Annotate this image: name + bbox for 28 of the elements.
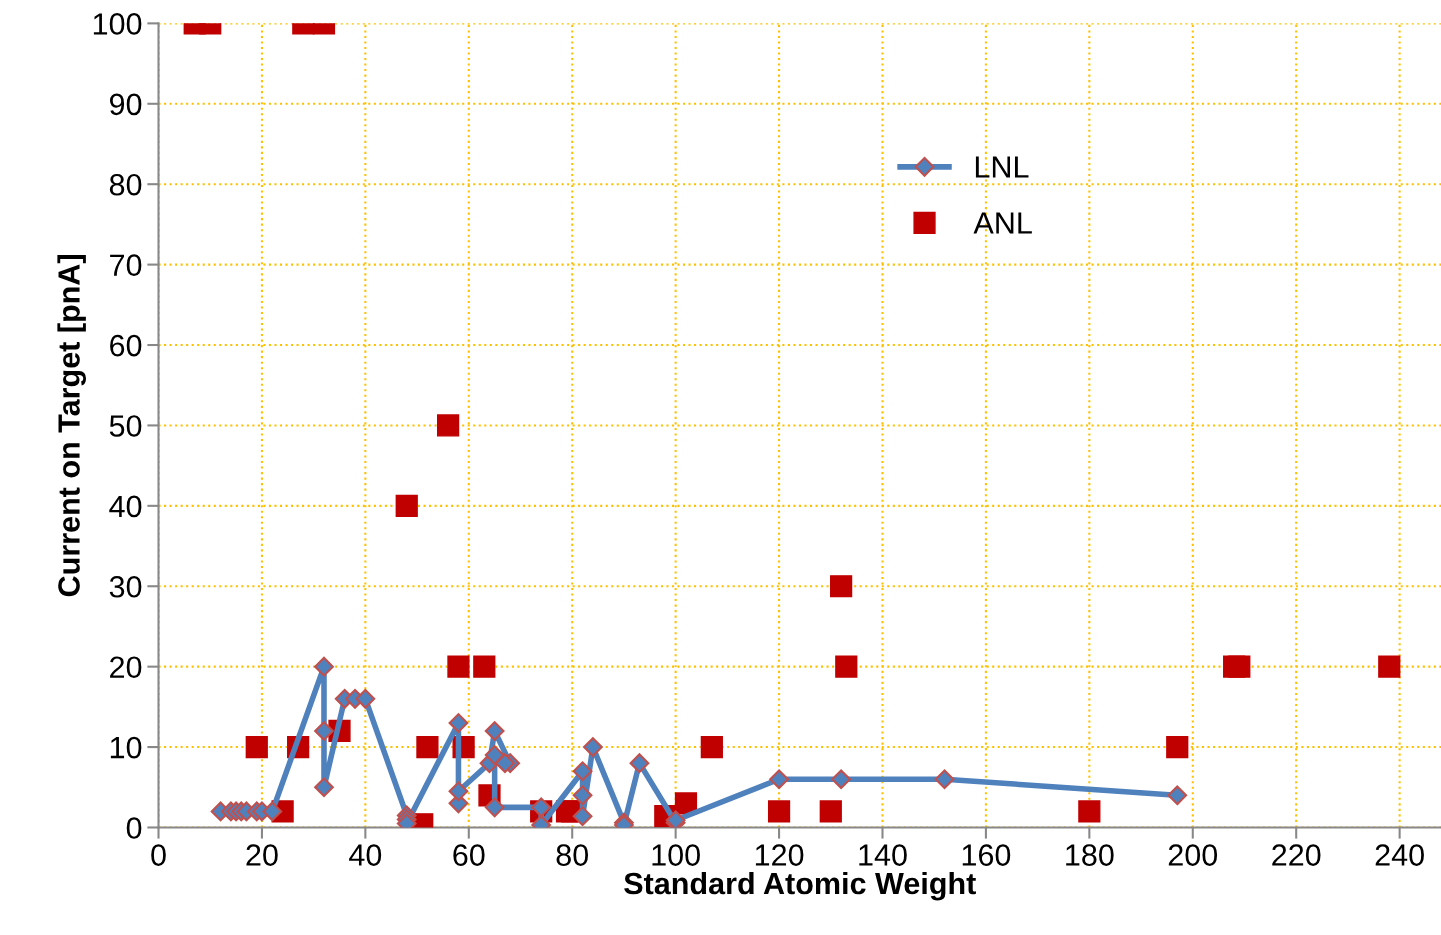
x-axis-title: Standard Atomic Weight: [624, 871, 976, 901]
y-tick-label: 40: [109, 495, 142, 518]
x-tick-label: 200: [1168, 844, 1218, 866]
x-tick-label: 40: [349, 844, 382, 866]
y-tick-label: 100: [93, 13, 142, 35]
y-tick-label: 10: [110, 736, 142, 759]
y-tick-label: 20: [110, 656, 142, 679]
x-tick-label: 0: [151, 844, 166, 866]
x-tick-label: 220: [1272, 844, 1321, 866]
y-tick-label: 90: [109, 93, 142, 116]
y-tick-label: 0: [126, 817, 142, 839]
x-tick-label: 100: [652, 844, 700, 866]
x-tick-label: 20: [246, 844, 278, 866]
y-tick-label: 80: [109, 173, 142, 196]
y-tick-label: 50: [109, 415, 142, 437]
y-axis-title: Current on Target [pnA]: [57, 255, 87, 597]
legend-label: LNL: [975, 156, 1029, 178]
x-tick-label: 180: [1066, 844, 1114, 866]
x-tick-label: 120: [755, 844, 804, 866]
x-tick-label: 80: [556, 844, 589, 866]
y-tick-label: 30: [109, 575, 142, 598]
x-tick-label: 140: [859, 844, 907, 866]
x-tick-label: 60: [453, 844, 485, 866]
x-tick-label: 240: [1375, 844, 1424, 866]
y-tick-label: 70: [110, 254, 142, 276]
y-tick-label: 60: [110, 334, 142, 357]
legend-label: ANL: [973, 212, 1032, 234]
x-tick-label: 160: [962, 844, 1011, 866]
